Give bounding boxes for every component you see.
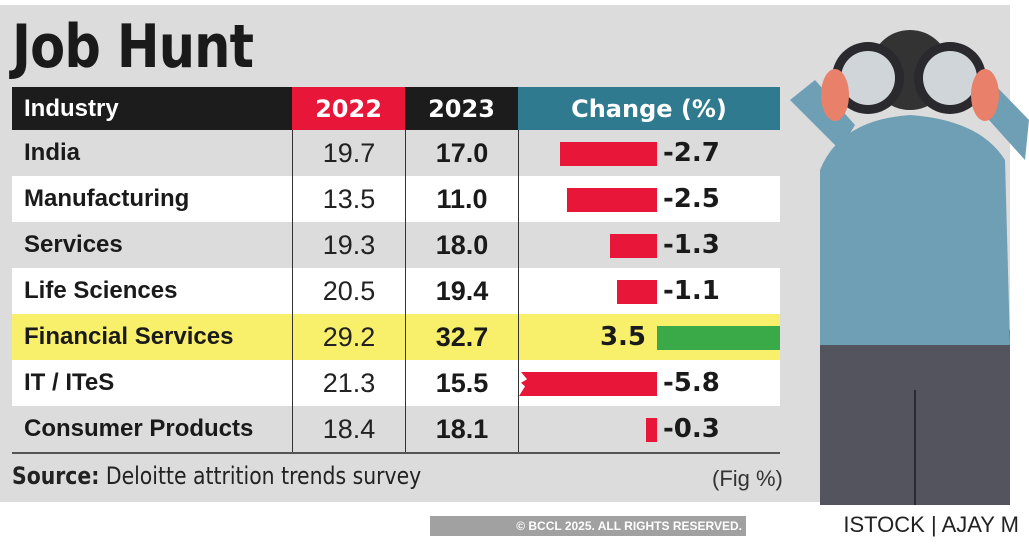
header-2023: 2023 [428,94,495,123]
header-2022: 2022 [292,87,405,130]
value-2022-cell: 18.4 [292,406,405,452]
value-2022-cell: 19.3 [292,222,405,268]
table-row: IT / ITeS 21.3 15.5 -5.8 [12,360,780,406]
person-with-binoculars-illustration [790,30,1029,505]
source-text: Deloitte attrition trends survey [105,462,422,490]
change-label: -1.3 [663,230,720,260]
industry-cell: Consumer Products [24,415,254,442]
change-bar [610,234,657,258]
table-row: India 19.7 17.0 -2.7 [12,130,780,176]
change-bar [657,326,780,350]
value-2022-cell: 21.3 [292,360,405,406]
value-2022-cell: 13.5 [292,176,405,222]
industry-cell: Manufacturing [24,185,190,212]
change-label: -5.8 [663,368,720,398]
change-cell: -0.3 [518,406,780,452]
image-credit: ISTOCK | AJAY M [843,512,1019,537]
copyright-watermark: © BCCL 2025. ALL RIGHTS RESERVED. [430,516,746,536]
industry-cell: IT / ITeS [24,369,115,396]
value-2023-cell: 17.0 [405,130,518,176]
change-label: -0.3 [663,414,720,444]
industry-cell: Life Sciences [24,277,178,304]
change-cell: -2.5 [518,176,780,222]
value-2023-cell: 19.4 [405,268,518,314]
industry-cell: Financial Services [24,323,234,350]
change-cell: -2.7 [518,130,780,176]
value-2023-cell: 32.7 [405,314,518,360]
industry-cell: India [24,139,81,166]
change-cell: -5.8 [518,360,780,406]
change-bar [617,280,657,304]
value-2023-cell: 11.0 [405,176,518,222]
table-row: Consumer Products 18.4 18.1 -0.3 [12,406,780,452]
value-2023-cell: 15.5 [405,360,518,406]
table-row: Financial Services 29.2 32.7 3.5 [12,314,780,360]
change-bar [559,142,657,166]
table-bottom-rule [12,452,780,454]
table-row: Manufacturing 13.5 11.0 -2.5 [12,176,780,222]
change-bar [567,188,657,212]
table-header: Industry 2022 2023 Change (%) [12,87,780,130]
industry-cell: Services [24,231,123,258]
source-note: Source: Deloitte attrition trends survey [12,462,421,490]
header-change: Change (%) [518,87,780,130]
change-label: -1.1 [663,276,720,306]
page-title: Job Hunt [12,12,254,82]
change-bar [646,418,657,442]
change-label: -2.7 [663,138,720,168]
table-row: Services 19.3 18.0 -1.3 [12,222,780,268]
change-label: -2.5 [663,184,720,214]
header-industry: Industry [24,94,119,122]
change-cell: 3.5 [518,314,780,360]
source-label: Source: [12,462,100,490]
change-bar [519,372,657,396]
change-label: 3.5 [599,322,646,352]
value-2022-cell: 20.5 [292,268,405,314]
data-table: Industry 2022 2023 Change (%) India 19.7… [12,87,780,452]
value-2023-cell: 18.1 [405,406,518,452]
table-row: Life Sciences 20.5 19.4 -1.1 [12,268,780,314]
value-2023-cell: 18.0 [405,222,518,268]
unit-note: (Fig %) [712,466,783,491]
change-cell: -1.1 [518,268,780,314]
value-2022-cell: 29.2 [292,314,405,360]
change-cell: -1.3 [518,222,780,268]
value-2022-cell: 19.7 [292,130,405,176]
